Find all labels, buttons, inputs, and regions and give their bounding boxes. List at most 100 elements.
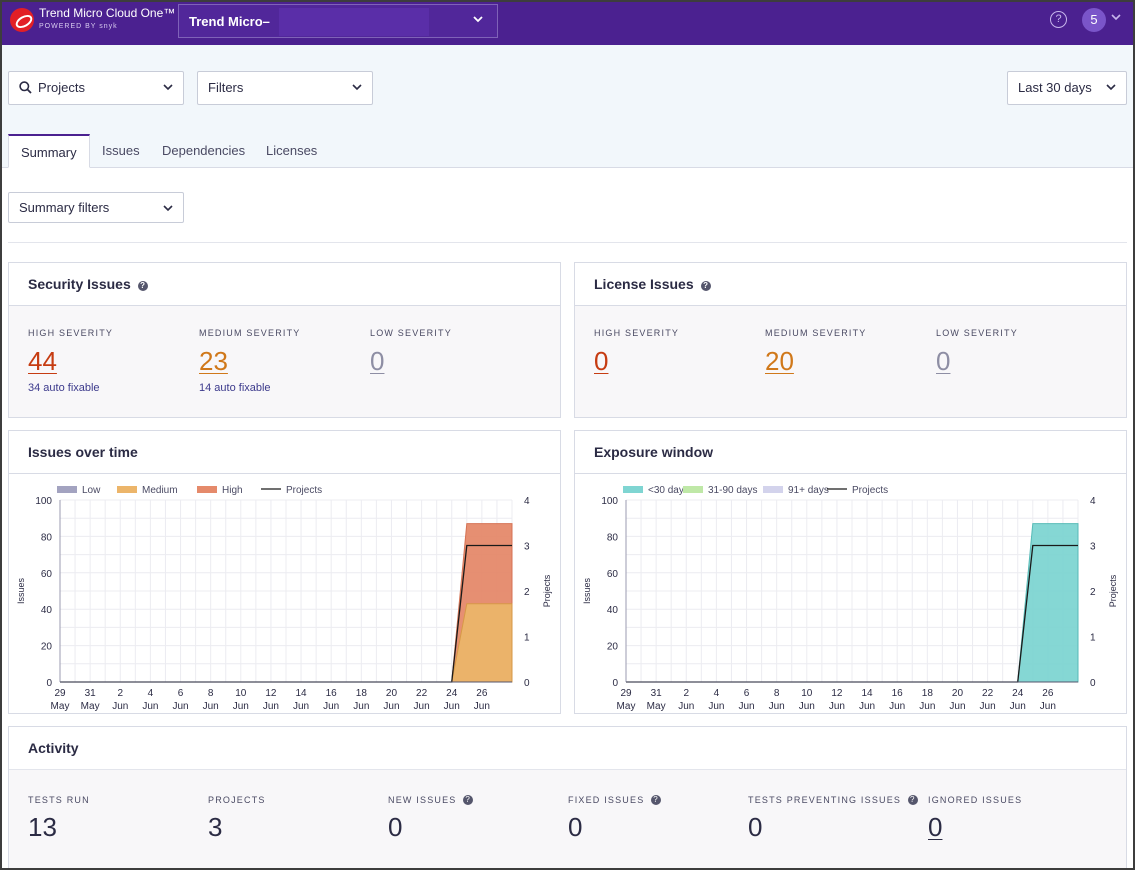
- trend-micro-logo-icon[interactable]: [10, 8, 34, 32]
- x-tick-label: 26: [1042, 688, 1054, 699]
- y2-tick-label: 1: [1090, 633, 1096, 644]
- exposure-window-card: Exposure window <30 days 31-90 days 91+ da…: [574, 430, 1127, 714]
- license-high-count[interactable]: 0: [594, 346, 609, 376]
- x-tick-label: Jun: [889, 701, 905, 712]
- tab-bar: Summary Issues Dependencies Licenses: [2, 125, 1133, 168]
- legend-label: Projects: [852, 485, 888, 496]
- legend-swatch: [683, 486, 703, 493]
- x-tick-label: 14: [862, 688, 874, 699]
- x-tick-label: 14: [296, 688, 308, 699]
- x-tick-label: 31: [651, 688, 663, 699]
- security-high-fixable: 34 auto fixable: [28, 382, 100, 394]
- legend-swatch: [117, 486, 137, 493]
- chevron-down-icon[interactable]: [1111, 14, 1121, 21]
- y2-tick-label: 4: [1090, 496, 1096, 507]
- license-issues-body: HIGH SEVERITY 0 MEDIUM SEVERITY 20 LOW S…: [575, 306, 1126, 417]
- security-low-count[interactable]: 0: [370, 346, 385, 376]
- x-tick-label: Jun: [859, 701, 875, 712]
- y-tick-label: 100: [601, 496, 618, 507]
- metric-label: MEDIUM SEVERITY: [199, 328, 301, 338]
- legend-swatch: [623, 486, 643, 493]
- org-selector[interactable]: Trend Micro–: [178, 4, 498, 38]
- x-tick-label: 29: [620, 688, 632, 699]
- tab-licenses[interactable]: Licenses: [266, 143, 318, 158]
- x-tick-label: Jun: [949, 701, 965, 712]
- x-tick-label: 4: [148, 688, 154, 699]
- x-tick-label: Jun: [829, 701, 845, 712]
- x-tick-label: Jun: [980, 701, 996, 712]
- x-tick-label: Jun: [1010, 701, 1026, 712]
- x-tick-label: Jun: [1040, 701, 1056, 712]
- avatar[interactable]: 5: [1082, 8, 1106, 32]
- security-issues-header: Security Issues ?: [9, 263, 560, 306]
- metric-label: LOW SEVERITY: [370, 328, 452, 338]
- x-tick-label: 22: [416, 688, 428, 699]
- chart-title: Issues over time: [9, 431, 560, 474]
- ignored-issues-value[interactable]: 0: [928, 812, 943, 842]
- activity-label: FIXED ISSUES ?: [568, 795, 662, 805]
- filters-select[interactable]: Filters: [197, 71, 373, 105]
- y-tick-label: 0: [612, 678, 618, 689]
- y2-tick-label: 3: [1090, 542, 1096, 553]
- x-tick-label: 2: [683, 688, 689, 699]
- security-medium-count[interactable]: 23: [199, 346, 228, 376]
- x-tick-label: Jun: [112, 701, 128, 712]
- summary-filters-select[interactable]: Summary filters: [8, 192, 184, 223]
- license-high: HIGH SEVERITY 0: [594, 328, 679, 376]
- x-tick-label: Jun: [769, 701, 785, 712]
- tests-run-value: 13: [28, 812, 57, 842]
- x-tick-label: May: [647, 701, 666, 712]
- date-range-select[interactable]: Last 30 days: [1007, 71, 1127, 105]
- security-high: HIGH SEVERITY 44 34 auto fixable: [28, 328, 113, 394]
- x-tick-label: 12: [831, 688, 843, 699]
- chevron-down-icon: [163, 84, 173, 91]
- activity-title: Activity: [9, 727, 1126, 770]
- x-tick-label: Jun: [474, 701, 490, 712]
- projects-select[interactable]: Projects: [8, 71, 184, 105]
- x-tick-label: 26: [476, 688, 488, 699]
- y2-tick-label: 3: [524, 542, 530, 553]
- y-tick-label: 20: [41, 642, 53, 653]
- help-icon[interactable]: ?: [137, 281, 148, 291]
- activity-label: TESTS RUN: [28, 795, 90, 805]
- legend-label: Low: [82, 485, 101, 496]
- activity-label: PROJECTS: [208, 795, 266, 805]
- metric-label: HIGH SEVERITY: [594, 328, 680, 338]
- help-icon[interactable]: ?: [651, 795, 662, 805]
- filters-select-label: Filters: [208, 80, 244, 95]
- tests-preventing-label: TESTS PREVENTING ISSUES: [748, 795, 902, 805]
- brand: Trend Micro Cloud One™ POWERED BY snyk: [39, 7, 175, 33]
- x-tick-label: Jun: [444, 701, 460, 712]
- help-icon[interactable]: ?: [1050, 11, 1067, 28]
- metric-label: LOW SEVERITY: [936, 328, 1018, 338]
- tab-summary[interactable]: Summary: [8, 134, 90, 168]
- help-icon[interactable]: ?: [700, 281, 711, 291]
- license-low-count[interactable]: 0: [936, 346, 951, 376]
- x-tick-label: Jun: [353, 701, 369, 712]
- summary-filters-label: Summary filters: [19, 200, 110, 215]
- exposure-window-chart: <30 days 31-90 days 91+ days Projects020406…: [582, 485, 1118, 712]
- y-tick-label: 60: [41, 569, 53, 580]
- legend-label: 31-90 days: [708, 485, 757, 496]
- legend-label: Medium: [142, 485, 178, 496]
- x-tick-label: 20: [952, 688, 964, 699]
- tab-dependencies[interactable]: Dependencies: [162, 143, 246, 158]
- tab-issues[interactable]: Issues: [102, 143, 140, 158]
- top-bar: Trend Micro Cloud One™ POWERED BY snyk T…: [2, 2, 1133, 45]
- x-tick-label: Jun: [738, 701, 754, 712]
- x-tick-label: Jun: [203, 701, 219, 712]
- license-medium-count[interactable]: 20: [765, 346, 794, 376]
- y-axis-label: Issues: [16, 577, 26, 604]
- help-icon[interactable]: ?: [907, 795, 918, 805]
- security-issues-card: Security Issues ? HIGH SEVERITY 44 34 au…: [8, 262, 561, 418]
- security-high-count[interactable]: 44: [28, 346, 57, 376]
- projects-value: 3: [208, 812, 223, 842]
- help-icon[interactable]: ?: [463, 795, 474, 805]
- x-tick-label: Jun: [263, 701, 279, 712]
- y2-tick-label: 0: [1090, 678, 1096, 689]
- activity-label: NEW ISSUES ?: [388, 795, 474, 805]
- x-tick-label: Jun: [919, 701, 935, 712]
- chevron-down-icon: [352, 84, 362, 91]
- legend-swatch: [197, 486, 217, 493]
- y2-axis-label: Projects: [542, 574, 552, 607]
